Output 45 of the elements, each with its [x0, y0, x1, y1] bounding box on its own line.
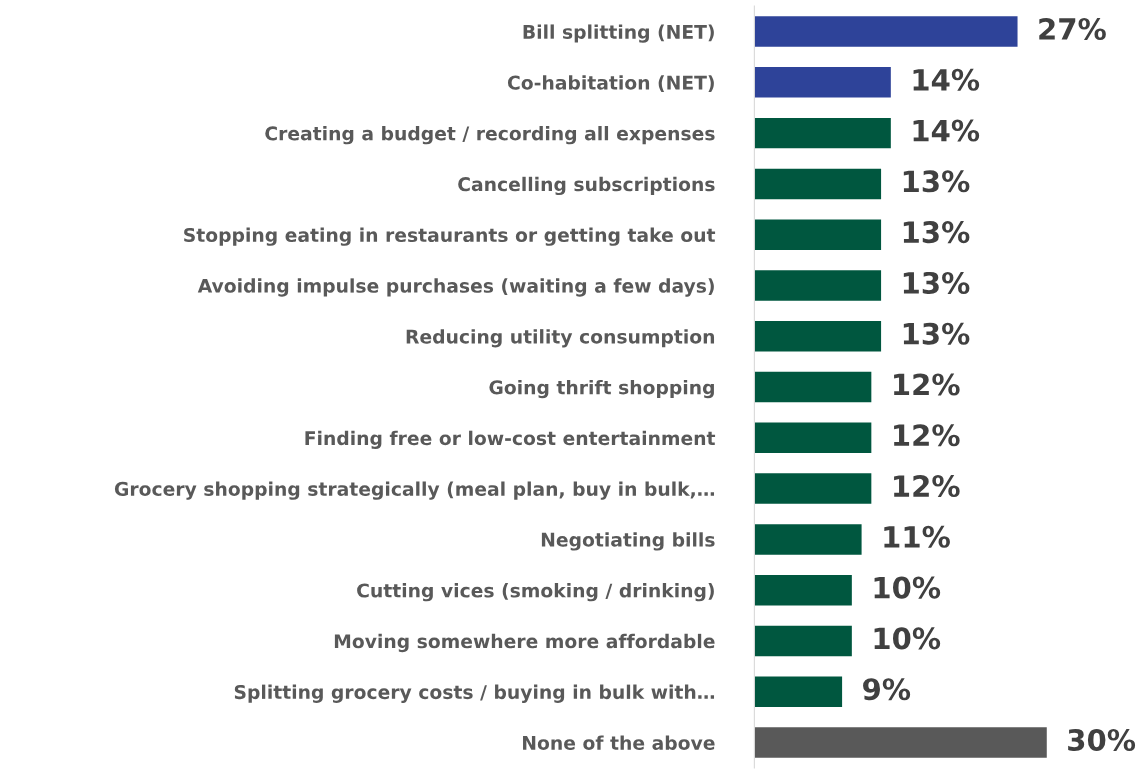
data-label: 13% — [903, 271, 970, 294]
data-label: 30% — [1068, 728, 1136, 751]
y-tick-label: Moving somewhere more affordable — [334, 633, 715, 653]
y-tick-label: Finding free or low-cost entertainment — [305, 430, 716, 449]
bar — [754, 625, 852, 657]
bar — [754, 524, 862, 555]
y-tick-label: Avoiding impulse purchases (waiting a few days) — [197, 278, 714, 297]
bar — [754, 574, 852, 606]
bar — [754, 168, 882, 200]
bar — [754, 270, 882, 301]
bar — [754, 117, 891, 149]
y-tick-label: Reducing utility consumption — [406, 329, 715, 348]
bar — [754, 676, 843, 707]
data-label: 13% — [903, 170, 970, 193]
bar — [754, 422, 872, 454]
data-label: 9% — [863, 678, 911, 701]
bar — [754, 727, 1047, 758]
data-label: 13% — [903, 322, 970, 345]
y-tick-label: Grocery shopping strategically (meal plan, buy in bulk,… — [114, 481, 715, 500]
data-label: 13% — [903, 221, 970, 244]
bar — [754, 219, 882, 250]
y-tick-label: Cutting vices (smoking / drinking) — [357, 583, 714, 602]
y-tick-label: Stopping eating in restaurants or getting take out — [184, 227, 716, 246]
y-tick-label: Co-habitation (NET) — [507, 75, 714, 92]
y-tick-label: Bill splitting (NET) — [523, 24, 714, 43]
data-label: 14% — [913, 119, 980, 142]
data-label: 10% — [874, 576, 941, 599]
data-label: 11% — [884, 525, 950, 548]
y-tick-label: Creating a budget / recording all expenses — [265, 126, 715, 145]
bar — [754, 16, 1018, 47]
y-tick-label: Negotiating bills — [541, 532, 715, 551]
bar — [754, 67, 891, 98]
data-label: 12% — [894, 373, 960, 396]
y-tick-label: Cancelling subscriptions — [458, 176, 715, 196]
data-label: 27% — [1039, 17, 1106, 41]
data-label: 12% — [894, 475, 960, 498]
y-tick-label: None of the above — [523, 735, 715, 750]
data-label: 14% — [913, 68, 980, 91]
data-label: 10% — [874, 627, 941, 650]
bar — [754, 473, 872, 504]
y-tick-label: Going thrift shopping — [489, 379, 714, 399]
bar — [754, 321, 882, 352]
data-label: 12% — [894, 424, 960, 447]
y-tick-label: Splitting grocery costs / buying in bulk with… — [234, 684, 715, 703]
bar — [754, 371, 872, 403]
